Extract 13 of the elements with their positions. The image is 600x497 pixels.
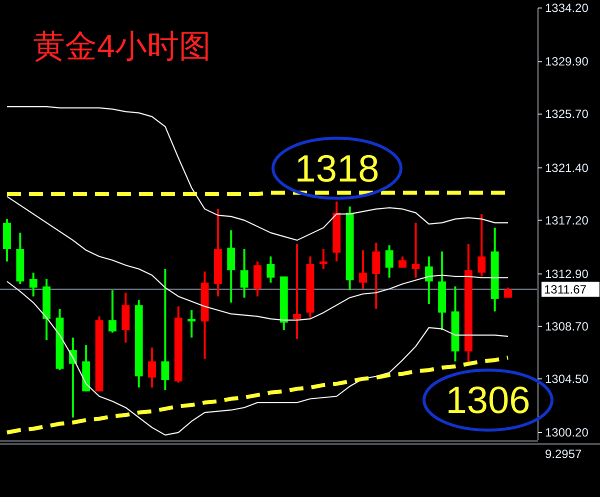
y-tick-label: 1300.20 (545, 426, 589, 440)
ref-line-label: 1311.67 (544, 282, 587, 296)
y-tick-label: 1304.50 (545, 372, 589, 386)
y-tick-label: 1325.70 (545, 107, 589, 122)
annotation: 1306 (446, 380, 530, 422)
y-tick-label: 1317.20 (545, 213, 589, 228)
y-tick-label: 1329.90 (545, 54, 589, 69)
text: 黄金4小时图 (33, 28, 211, 64)
y-tick-label: 1308.70 (545, 319, 589, 334)
y-tick-label: 1321.40 (545, 160, 589, 175)
y-tick-label: 1334.20 (545, 1, 589, 15)
annotation: 1318 (294, 148, 380, 190)
y-tick-label: 1312.90 (545, 266, 589, 281)
